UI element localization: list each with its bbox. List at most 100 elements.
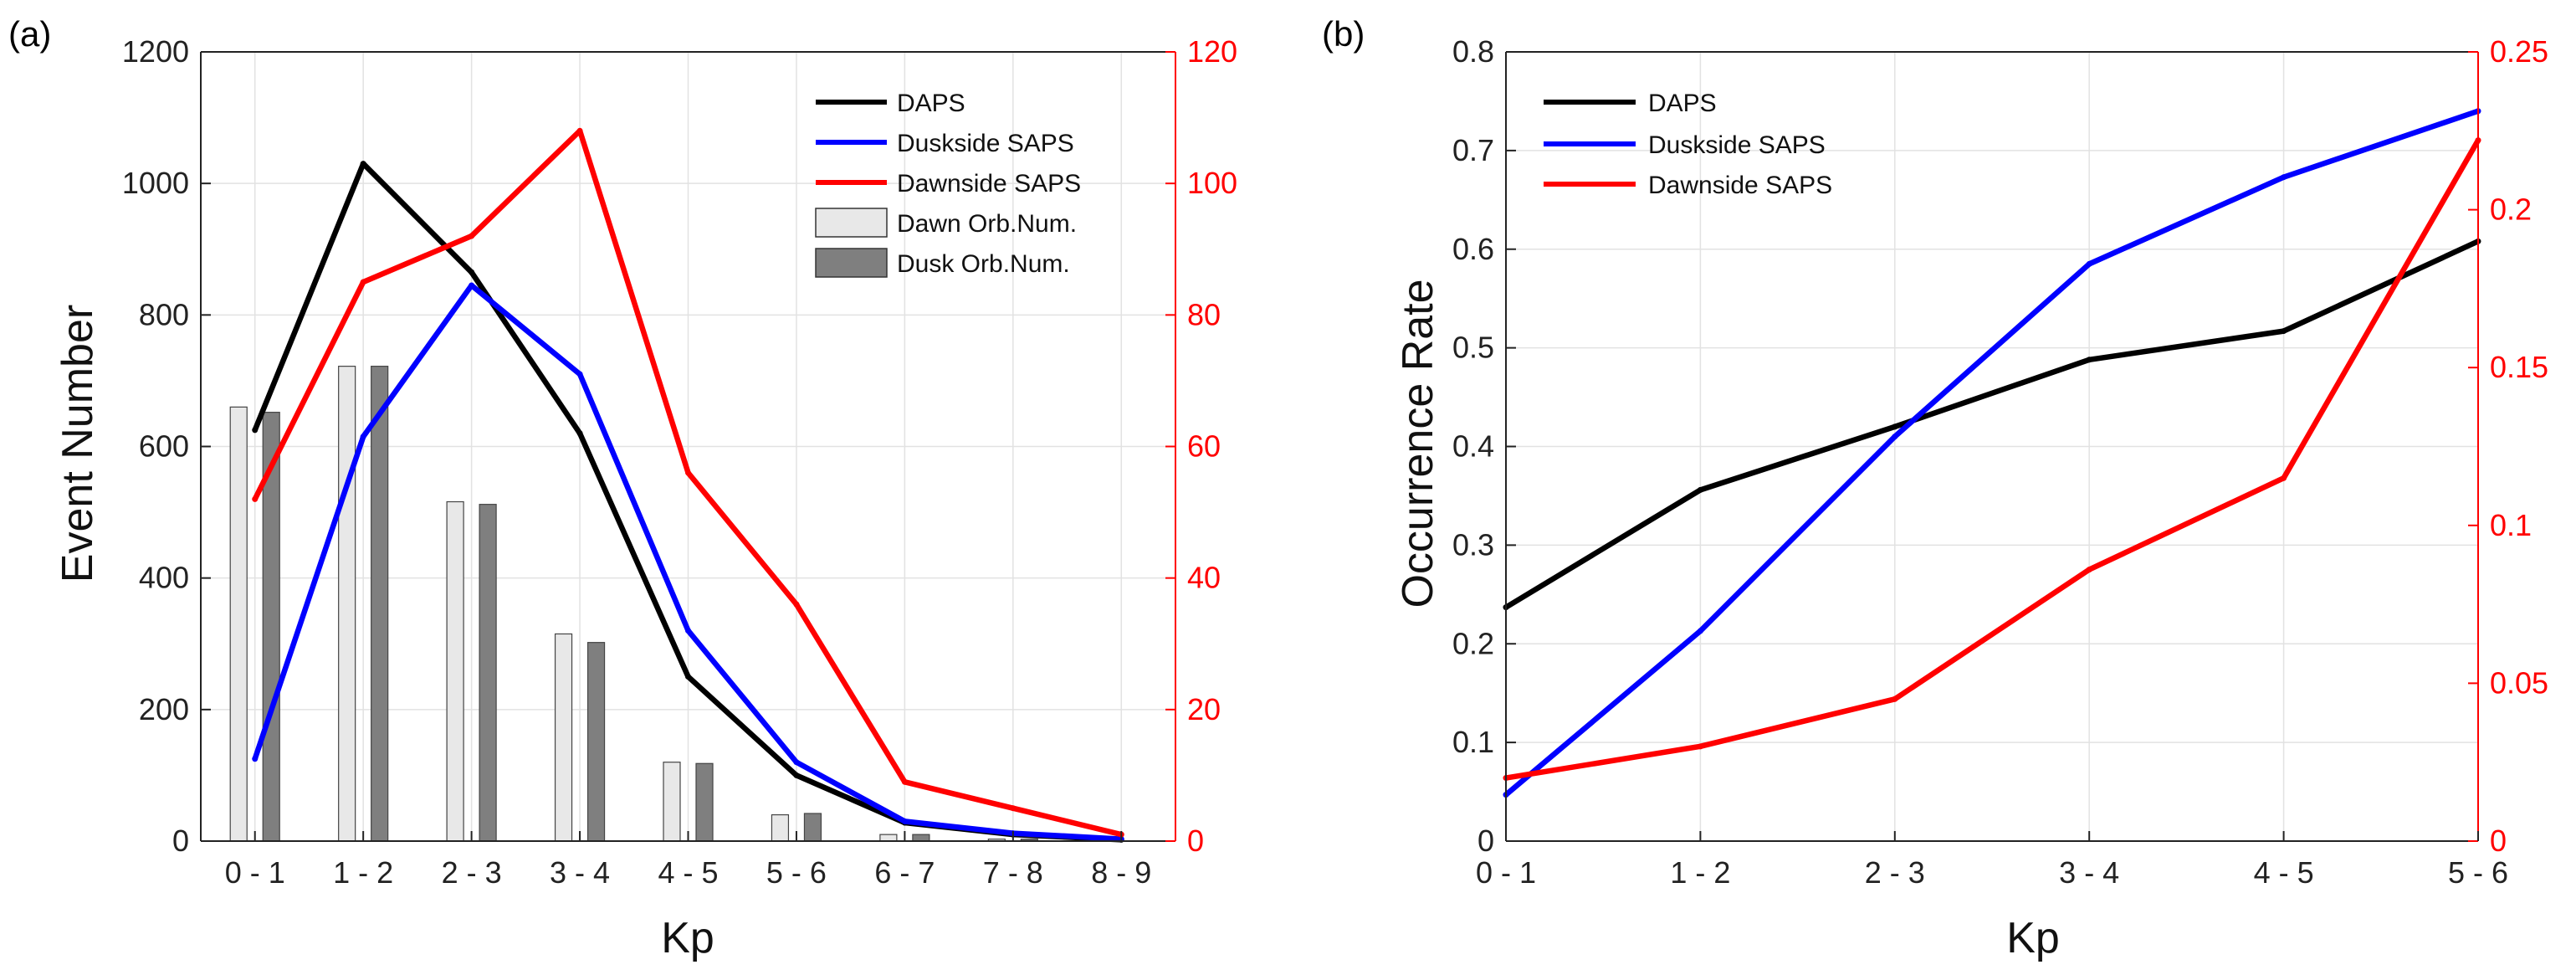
bar-dawn-orb-num [554,633,573,842]
legend-a: DAPS Duskside SAPS Dawnside SAPS Dawn Or… [815,90,1081,278]
tick-label-y: 400 [139,561,189,595]
data-point-dawnside-saps [576,127,583,134]
data-point-duskside-saps [685,628,691,634]
data-point-duskside-saps [360,434,366,440]
data-point-daps [1697,486,1703,493]
data-point-duskside-saps [793,759,800,766]
data-point-daps [252,427,259,434]
data-point-daps [793,772,800,778]
tick-label-y: 0.7 [1452,133,1494,167]
y-axis-title-a: Event Number [54,305,102,582]
tick-label-y: 600 [139,429,189,464]
data-point-daps [2086,357,2092,363]
series-line-dawnside-saps [1505,138,2481,781]
data-point-dawnside-saps [901,778,908,785]
tick-label-y: 0.2 [1452,626,1494,660]
data-point-daps [1892,423,1898,430]
data-point-daps [469,269,475,275]
data-point-duskside-saps [2281,174,2287,181]
tick-label-y: 1000 [122,166,189,200]
tick-label-y2: 0 [2490,824,2507,858]
data-point-daps [360,161,366,167]
tick-label-x: 0 - 1 [1476,855,1536,890]
series-line-daps [1504,239,2480,610]
bar-dusk-orb-num [803,813,822,842]
tick-label-x: 1 - 2 [1670,855,1730,890]
legend-label-duskside-saps: Duskside SAPS [897,130,1074,157]
data-point-daps [576,430,583,437]
bar-dusk-orb-num [586,642,606,842]
data-point-dawnside-saps [469,233,475,239]
x-axis-title-a: Kp [661,914,714,962]
tick-label-x: 7 - 8 [983,855,1043,890]
tick-label-x: 5 - 6 [766,855,827,890]
tick-label-x: 4 - 5 [2254,855,2314,890]
tick-label-y2: 120 [1187,34,1237,69]
tick-label-x: 5 - 6 [2448,855,2508,890]
data-point-duskside-saps [2086,260,2092,267]
legend-b: DAPS Duskside SAPS Dawnside SAPS [1544,90,1832,199]
legend-label-duskside-saps-b: Duskside SAPS [1648,131,1826,159]
tick-label-y2: 0.2 [2490,192,2532,227]
legend-label-dawnside-saps-b: Dawnside SAPS [1648,172,1832,199]
bar-dawn-orb-num [771,813,790,842]
tick-label-y: 800 [139,297,189,331]
legend-label-daps: DAPS [897,90,965,117]
data-point-duskside-saps [252,756,259,762]
data-point-dawnside-saps [252,495,259,502]
series-line-duskside-saps [1503,108,2480,798]
data-point-dawnside-saps [360,279,366,285]
tick-label-y: 0.3 [1452,527,1494,562]
tick-label-y: 0.4 [1452,429,1494,464]
tick-label-y2: 100 [1187,166,1237,200]
data-point-daps [2281,328,2287,335]
tick-label-x: 1 - 2 [333,855,393,890]
tick-label-y2: 0.05 [2490,665,2548,700]
tick-label-y: 200 [139,692,189,726]
data-point-duskside-saps [901,818,908,824]
tick-label-y: 1200 [122,34,189,69]
y-axis-title-b: Occurrence Rate [1394,279,1442,608]
bar-dusk-orb-num [371,366,389,842]
bar-dawn-orb-num [663,762,681,842]
x-axis-title-b: Kp [2006,914,2060,962]
tick-label-x: 8 - 9 [1091,855,1151,890]
legend-swatch-dusk-orb-num [815,248,888,278]
legend-label-dawnside-saps: Dawnside SAPS [897,170,1081,198]
bar-dawn-orb-num [446,500,464,842]
data-point-duskside-saps [576,371,583,377]
data-point-dawnside-saps [685,470,691,476]
data-point-dawnside-saps [2281,475,2287,481]
data-point-daps [685,674,691,680]
data-point-duskside-saps [1697,628,1703,634]
tick-label-y: 0.1 [1452,725,1494,759]
tick-label-y2: 0 [1187,824,1204,858]
tick-label-x: 3 - 4 [550,855,610,890]
data-point-dawnside-saps [1010,805,1017,812]
tick-label-y: 0.5 [1452,331,1494,365]
bar-dusk-orb-num [479,504,497,842]
panel-b-label: (b) [1322,14,1365,54]
bar-dawn-orb-num [229,406,248,842]
tick-label-x: 6 - 7 [874,855,935,890]
panel-a-label: (a) [8,14,51,54]
legend-label-dawn-orb-num: Dawn Orb.Num. [897,210,1077,238]
bar-dawn-orb-num [338,366,356,842]
tick-label-y2: 80 [1187,297,1221,331]
chart-a: 0 200 400 600 800 1000 1200 0 20 40 60 80 100 120 0 - … [122,34,1237,890]
bar-dusk-orb-num [695,762,714,842]
chart-b: 0 0.1 0.2 0.3 0.4 0.5 0.6 0.7 0.8 0 0.05 0.1 0.15 0.2… [1452,34,2548,890]
tick-label-x: 2 - 3 [442,855,502,890]
tick-label-y2: 20 [1187,692,1221,726]
tick-label-x: 4 - 5 [658,855,718,890]
bar-dawn-orb-num [879,834,898,842]
tick-label-y2: 0.1 [2490,508,2532,542]
legend-label-dusk-orb-num: Dusk Orb.Num. [897,250,1070,278]
data-point-duskside-saps [1892,434,1898,440]
data-point-duskside-saps [469,282,475,289]
tick-label-x: 0 - 1 [225,855,285,890]
tick-label-y: 0 [172,824,189,858]
tick-label-y2: 60 [1187,429,1221,464]
data-point-dawnside-saps [1892,695,1898,702]
